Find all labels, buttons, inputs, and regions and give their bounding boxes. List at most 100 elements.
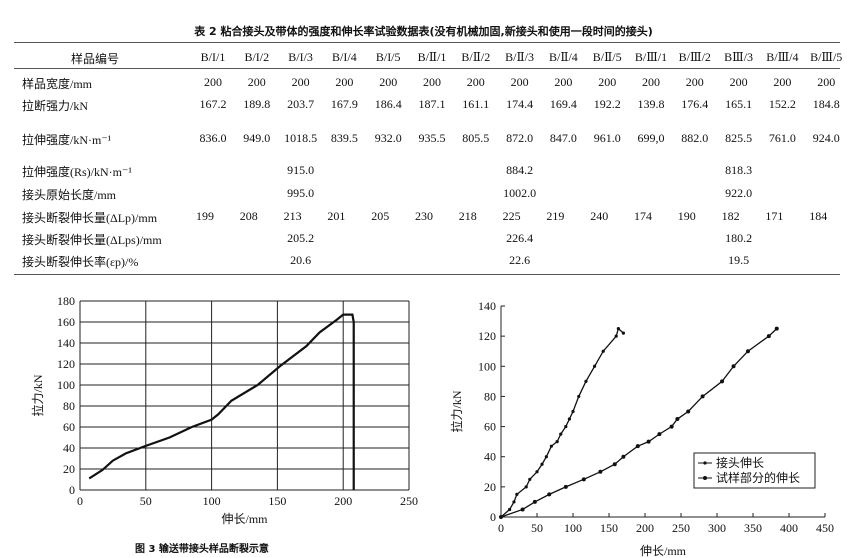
table-cell-group: 205.2: [287, 231, 315, 245]
table-cell: 200: [729, 75, 748, 89]
table-cell-group: 180.2: [725, 231, 753, 245]
y-axis-label: 拉力/kN: [30, 374, 45, 416]
y-tick-label: 60: [63, 420, 75, 434]
column-header: B/Ⅲ/1: [634, 50, 668, 64]
table-cell: 200: [817, 75, 836, 89]
table-cell: 203.7: [287, 97, 315, 111]
table-cell: 213: [283, 209, 302, 223]
table-cell: 924.0: [812, 131, 840, 145]
table-cell: 200: [554, 75, 573, 89]
column-header: B/Ⅲ/2: [678, 50, 711, 64]
table-cell: 699,0: [637, 131, 665, 145]
data-point: [559, 432, 563, 436]
table-cell-group: 22.6: [509, 253, 531, 267]
data-point: [532, 499, 537, 504]
table-cell: 200: [423, 75, 441, 89]
table-cell-group: 226.4: [506, 231, 534, 245]
data-point: [614, 334, 618, 338]
x-tick-label: 450: [816, 521, 834, 535]
table-cell: 184.8: [812, 97, 840, 111]
table-cell: 200: [247, 75, 266, 89]
table-cell: 200: [466, 75, 485, 89]
column-header: B/I/2: [244, 50, 270, 64]
table-cell-group: 995.0: [287, 186, 315, 200]
table-cell: 240: [590, 209, 609, 223]
table-cell: 167.2: [199, 97, 227, 111]
column-header: B/Ⅲ/5: [810, 50, 843, 64]
data-point: [612, 462, 617, 467]
table-cell-group: 20.6: [290, 253, 312, 267]
y-tick-label: 180: [57, 294, 75, 308]
table-cell: 200: [335, 75, 354, 89]
y-tick-label: 100: [57, 378, 75, 392]
table-cell: 200: [642, 75, 660, 89]
table-cell: 182: [721, 209, 740, 223]
table-cell: 200: [685, 75, 704, 89]
data-point: [657, 432, 662, 437]
data-point: [547, 492, 552, 497]
x-tick-label: 300: [708, 521, 726, 535]
data-point: [774, 326, 779, 331]
table-cell: 218: [458, 209, 477, 223]
column-header: B/I/5: [375, 50, 401, 64]
data-point: [540, 462, 544, 466]
table-cell: 190: [677, 209, 696, 223]
y-tick-label: 120: [57, 357, 75, 371]
data-point: [555, 440, 559, 444]
x-axis-label: 伸长/mm: [640, 544, 687, 558]
table-cell: 174.4: [506, 97, 534, 111]
x-tick-label: 50: [140, 494, 152, 508]
data-point: [512, 500, 516, 504]
table-cell: 949.0: [243, 131, 271, 145]
table-cell: 186.4: [374, 97, 402, 111]
table-cell: 219: [546, 209, 565, 223]
y-tick-label: 80: [484, 389, 496, 403]
column-header: B/Ⅲ/4: [766, 50, 799, 64]
y-axis-label: 拉力/kN: [449, 390, 464, 432]
y-tick-label: 20: [63, 462, 75, 476]
table-cell: 225: [502, 209, 521, 223]
table-cell: 165.1: [725, 97, 753, 111]
data-point: [515, 492, 519, 496]
series-line: [500, 327, 624, 518]
data-point: [571, 409, 575, 414]
table-cell: 847.0: [549, 131, 577, 145]
table-rule: [14, 42, 840, 43]
data-point: [621, 331, 626, 335]
table-rule: [14, 274, 840, 275]
y-tick-label: 140: [57, 336, 75, 350]
table-cell: 200: [204, 75, 222, 89]
table-title: 表 2 粘合接头及带体的强度和伸长率试验数据表(没有机械加固,新接头和使用一段时…: [194, 25, 653, 38]
x-tick-label: 150: [268, 494, 286, 508]
table-cell: 192.2: [593, 97, 621, 111]
column-header: B/Ⅱ/5: [592, 50, 622, 64]
data-point: [720, 379, 725, 384]
table-cell: 200: [510, 75, 529, 89]
row-label: 接头断裂伸长量(ΔLp)/mm: [22, 211, 158, 225]
table-cell: 208: [239, 209, 258, 223]
row-label: 样品宽度/mm: [22, 77, 93, 91]
table-cell: 872.0: [506, 131, 534, 145]
table-cell: 932.0: [374, 131, 402, 145]
data-point: [766, 334, 771, 339]
series-line: [88, 313, 355, 490]
row-label: 拉伸强度(Rs)/kN·m⁻¹: [22, 165, 132, 179]
legend-label: 试样部分的伸长: [716, 470, 800, 485]
data-point: [520, 507, 525, 512]
data-point: [584, 379, 588, 383]
y-tick-label: 100: [478, 359, 496, 373]
data-point: [528, 477, 532, 481]
table-cell: 230: [415, 209, 433, 223]
data-point: [499, 515, 503, 519]
y-tick-label: 120: [478, 329, 496, 343]
table-cell-group: 818.3: [725, 163, 753, 177]
y-tick-label: 0: [490, 510, 496, 524]
table-cell: 935.5: [418, 131, 446, 145]
data-point: [745, 349, 750, 354]
table-cell: 152.2: [768, 97, 796, 111]
x-tick-label: 0: [498, 521, 504, 535]
table-cell: 882.0: [681, 131, 709, 145]
legend-marker: [703, 476, 707, 480]
x-tick-label: 100: [564, 521, 582, 535]
